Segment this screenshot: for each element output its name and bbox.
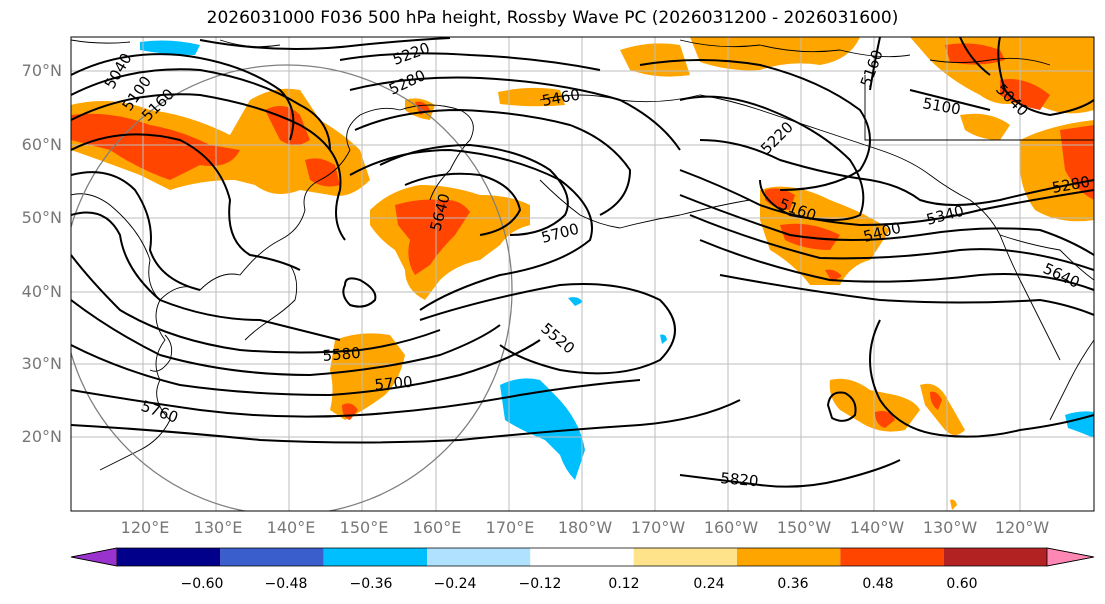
negative-anomaly-region: [500, 378, 585, 480]
colorbar-segment: [737, 548, 841, 566]
contour-label: 5580: [322, 344, 362, 365]
strong-positive-region: [265, 106, 310, 145]
map-area: 5220 5280 5040 5100 5160 5460 5640 5700 …: [71, 37, 1094, 511]
lat-label: 40°N: [21, 282, 62, 301]
lon-label: 120°W: [994, 518, 1050, 537]
strong-positive-region: [825, 269, 842, 282]
colorbar-tick-label: −0.36: [349, 576, 393, 592]
positive-anomaly-region: [498, 87, 565, 107]
colorbar-tick-label: 0.60: [946, 576, 978, 592]
lat-label: 30°N: [21, 354, 62, 373]
colorbar-tick-label: −0.60: [180, 576, 224, 592]
colorbar-segment: [633, 548, 737, 566]
strong-positive-region: [945, 43, 1005, 65]
colorbar-extend-min: [70, 547, 118, 567]
colorbar-extend-max: [1046, 547, 1095, 567]
colorbar-segment: [427, 548, 531, 566]
lat-label: 70°N: [21, 61, 62, 80]
colorbar-tick-label: 0.12: [608, 576, 640, 592]
coastlines: [71, 39, 1094, 471]
colorbar-segment: [323, 548, 427, 566]
positive-anomaly-region: [960, 113, 1010, 140]
colorbar-segment: [840, 548, 944, 566]
lon-label: 140°W: [849, 518, 905, 537]
lon-label: 150°E: [339, 518, 389, 537]
radius-circle: [71, 64, 513, 511]
colorbar-tick-label: 0.48: [862, 576, 894, 592]
strong-positive-region: [930, 391, 942, 410]
positive-anomaly-region: [330, 333, 405, 420]
colorbar-tick-label: −0.48: [264, 576, 308, 592]
strong-positive-region: [71, 113, 240, 180]
lon-label: 150°W: [776, 518, 832, 537]
negative-anomaly-region: [568, 297, 583, 306]
contour-label: 5820: [720, 469, 760, 490]
colorbar-tick-label: −0.24: [433, 576, 477, 592]
colorbar-segment: [117, 548, 221, 566]
strong-positive-region: [305, 158, 340, 187]
lon-label: 130°E: [193, 518, 243, 537]
lon-label: 170°E: [485, 518, 535, 537]
lon-label: 120°E: [120, 518, 170, 537]
lat-label: 60°N: [21, 135, 62, 154]
colorbar-tick-label: 0.36: [777, 576, 809, 592]
contour-label: 5700: [374, 373, 414, 394]
colorbar-outline: [70, 547, 1095, 567]
height-contours: [71, 37, 1094, 488]
map-frame: [70, 36, 1095, 512]
colorbar-tick-label: −0.12: [518, 576, 562, 592]
lon-label: 140°E: [266, 518, 316, 537]
lon-label: 180°W: [557, 518, 613, 537]
negative-anomaly-region: [950, 499, 957, 510]
lat-label: 20°N: [21, 427, 62, 446]
lon-label: 170°W: [630, 518, 686, 537]
colorbar-tick-label: 0.24: [693, 576, 725, 592]
colorbar-segment: [220, 548, 324, 566]
lon-label: 160°E: [412, 518, 462, 537]
map-title: 2026031000 F036 500 hPa height, Rossby W…: [206, 8, 899, 28]
colorbar-segment: [530, 548, 634, 566]
colorbar: [70, 547, 1095, 567]
negative-anomaly-region: [140, 40, 200, 55]
strong-positive-region: [1000, 79, 1050, 110]
negative-anomaly-region: [660, 334, 667, 344]
colorbar-segment: [943, 548, 1047, 566]
lon-label: 130°W: [922, 518, 978, 537]
strong-positive-region: [875, 411, 895, 428]
lon-label: 160°W: [703, 518, 759, 537]
lat-label: 50°N: [21, 208, 62, 227]
